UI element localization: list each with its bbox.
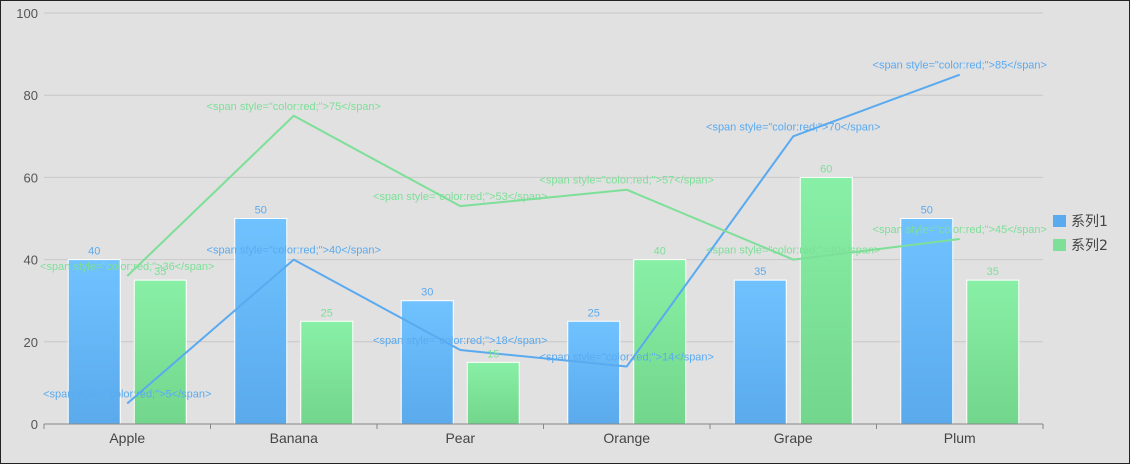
x-tick-label: Plum — [944, 430, 976, 446]
bar[interactable] — [633, 259, 687, 425]
bar-value-label: 30 — [421, 287, 433, 299]
bar[interactable] — [234, 218, 288, 425]
bar[interactable] — [400, 300, 454, 425]
bar[interactable] — [466, 361, 520, 425]
legend[interactable]: 系列1 系列2 — [1053, 214, 1108, 254]
y-tick-label: 80 — [24, 88, 38, 103]
x-tick-label: Orange — [603, 430, 650, 446]
line-value-label: <span style="color:red;">75</span> — [207, 101, 381, 113]
y-tick-label: 20 — [24, 335, 38, 350]
bar-value-label: 25 — [588, 307, 600, 319]
line-value-label: <span style="color:red;">40</span> — [207, 245, 381, 257]
line-value-label: <span style="color:red;">57</span> — [540, 175, 714, 187]
x-tick-label: Banana — [270, 430, 318, 446]
bar-value-label: 35 — [987, 266, 999, 278]
bar-value-label: 40 — [88, 246, 100, 258]
line-series[interactable] — [126, 73, 961, 405]
line-value-label: <span style="color:red;">36</span> — [40, 261, 214, 273]
bar-value-label: 50 — [921, 205, 933, 217]
line-value-label: <span style="color:red;">85</span> — [873, 60, 1047, 72]
line-value-label: <span style="color:red;">14</span> — [540, 351, 714, 363]
line-value-label: <span style="color:red;">40</span> — [706, 245, 880, 257]
bar[interactable] — [567, 320, 621, 425]
lines — [126, 73, 961, 405]
line-value-label: <span style="color:red;">53</span> — [373, 191, 547, 203]
legend-swatch[interactable] — [1053, 215, 1066, 227]
x-tick-label: Grape — [774, 430, 813, 446]
line-value-label: <span style="color:red;">45</span> — [873, 224, 1047, 236]
y-tick-label: 0 — [31, 417, 38, 432]
line-value-label: <span style="color:red;">5</span> — [43, 388, 211, 400]
x-tick-label: Pear — [445, 430, 475, 446]
bar[interactable] — [733, 279, 787, 425]
bar-value-label: 50 — [255, 205, 267, 217]
bar-value-label: 25 — [321, 307, 333, 319]
bar-value-label: 15 — [487, 348, 499, 360]
legend-swatch[interactable] — [1053, 239, 1066, 251]
axes: 0 20 40 60 80 100 Apple Banana Pear Orange Grape Pl… — [16, 6, 1044, 446]
bar-value-label: 35 — [754, 266, 766, 278]
line-series[interactable] — [126, 114, 960, 277]
y-tick-label: 40 — [24, 253, 38, 268]
bar[interactable] — [300, 320, 354, 425]
y-tick-label: 100 — [16, 6, 38, 21]
bar[interactable] — [799, 176, 853, 425]
x-tick-label: Apple — [109, 430, 145, 446]
legend-label[interactable]: 系列1 — [1071, 214, 1108, 230]
line-value-label: <span style="color:red;">70</span> — [706, 121, 880, 133]
bar-value-label: 35 — [154, 266, 166, 278]
legend-label[interactable]: 系列2 — [1071, 238, 1108, 254]
y-tick-label: 60 — [24, 170, 38, 185]
bar-value-label: 60 — [820, 163, 832, 175]
bars — [67, 176, 1020, 425]
bar-value-label: 40 — [654, 246, 666, 258]
bar[interactable] — [966, 279, 1020, 425]
line-value-label: <span style="color:red;">18</span> — [373, 335, 547, 347]
bar[interactable] — [900, 218, 954, 425]
bar[interactable] — [133, 279, 187, 425]
grid-lines — [44, 12, 1043, 343]
